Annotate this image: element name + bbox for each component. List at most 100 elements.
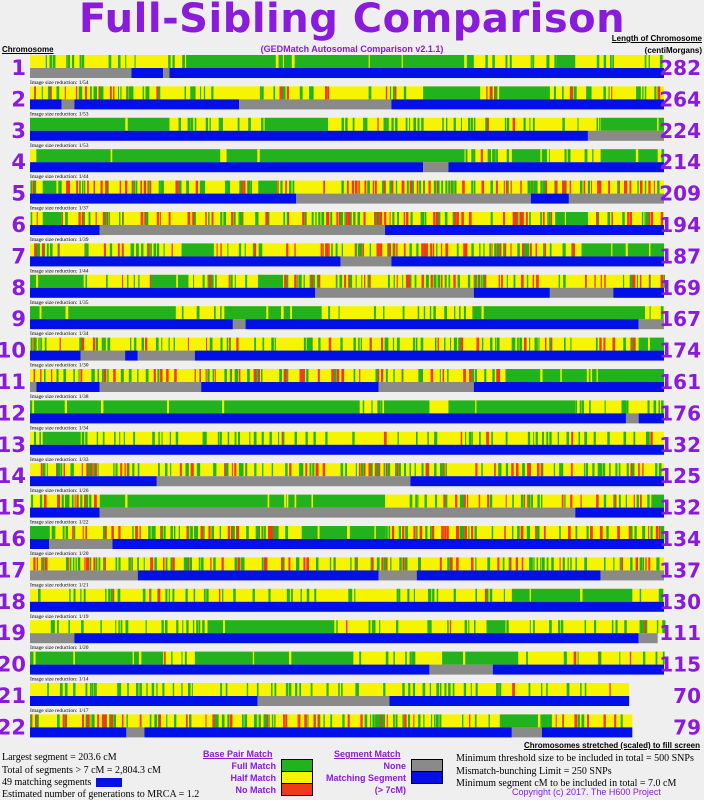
match-stripe <box>193 274 195 288</box>
match-stripe <box>639 180 643 194</box>
match-stripe <box>294 274 297 288</box>
match-stripe <box>540 212 542 225</box>
match-stripe <box>583 463 586 477</box>
match-stripe <box>261 526 264 539</box>
match-stripe <box>33 557 36 571</box>
match-stripe <box>511 337 515 351</box>
image-size-reduction-label: Image size reduction: 1/26 <box>30 488 89 494</box>
match-stripe <box>622 212 625 225</box>
match-stripe <box>96 337 99 351</box>
length-label-line2: (centiMorgans) <box>644 46 702 55</box>
match-stripe <box>417 494 419 508</box>
match-stripe <box>462 651 466 665</box>
match-stripe <box>550 337 553 351</box>
match-stripe <box>315 463 318 477</box>
match-stripe <box>530 180 533 194</box>
chromosome-length-cm: 134 <box>659 527 701 551</box>
match-stripe <box>570 557 572 571</box>
match-stripe <box>480 149 483 163</box>
match-stripe <box>549 620 552 634</box>
match-stripe <box>267 212 270 225</box>
full-match-block <box>385 400 430 414</box>
match-stripe <box>153 526 156 539</box>
match-stripe <box>550 212 553 225</box>
match-stripe <box>609 55 612 68</box>
matching-segment-bar <box>112 539 665 549</box>
match-stripe <box>393 714 395 728</box>
match-stripe <box>389 180 392 194</box>
no-segment-bar <box>126 727 145 738</box>
match-stripe <box>560 463 564 477</box>
match-stripe <box>462 494 464 508</box>
match-stripe <box>37 588 41 602</box>
match-stripe <box>219 431 222 445</box>
match-stripe <box>630 526 633 539</box>
full-match-block <box>638 337 664 351</box>
match-stripe <box>525 212 528 225</box>
match-stripe <box>461 212 464 225</box>
match-stripe <box>398 337 400 351</box>
match-stripe <box>170 526 173 539</box>
match-stripe <box>153 243 157 257</box>
match-stripe <box>90 86 92 100</box>
full-match-block <box>581 243 664 257</box>
match-stripe <box>644 180 647 194</box>
match-stripe <box>135 526 138 539</box>
match-stripe <box>462 714 464 728</box>
base-pair-strip <box>30 557 664 571</box>
match-stripe <box>580 588 583 602</box>
match-stripe <box>416 526 418 539</box>
match-stripe <box>402 526 405 539</box>
match-stripe <box>429 620 432 634</box>
match-stripe <box>490 337 493 351</box>
match-stripe <box>396 620 399 634</box>
matching-segment-bar <box>416 570 601 581</box>
base-pair-strip <box>30 274 664 288</box>
match-stripe <box>57 243 59 257</box>
match-stripe <box>306 557 309 571</box>
match-stripe <box>345 620 348 634</box>
match-stripe <box>659 55 663 68</box>
match-stripe <box>609 463 611 477</box>
match-stripe <box>285 714 288 728</box>
match-stripe <box>596 369 598 382</box>
match-stripe <box>292 180 295 194</box>
match-stripe <box>129 337 132 351</box>
match-stripe <box>510 243 512 257</box>
match-stripe <box>562 243 565 257</box>
match-stripe <box>279 86 283 100</box>
image-size-reduction-label: Image size reduction: 1/37 <box>30 206 89 212</box>
copyright: Copyright (c) 2017. The H600 Project <box>512 787 661 797</box>
match-stripe <box>268 588 271 602</box>
match-stripe <box>463 494 466 508</box>
match-stripe <box>505 55 508 68</box>
match-stripe <box>249 431 251 445</box>
no-segment-bar <box>378 570 417 581</box>
match-stripe <box>130 243 132 257</box>
match-stripe <box>341 369 345 382</box>
match-stripe <box>463 369 466 382</box>
match-stripe <box>413 526 416 539</box>
match-stripe <box>226 337 229 351</box>
match-stripe <box>447 620 449 634</box>
match-stripe <box>471 180 474 194</box>
match-stripe <box>604 274 606 288</box>
match-stripe <box>234 274 236 288</box>
match-stripe <box>308 337 312 351</box>
match-stripe <box>647 337 650 351</box>
match-stripe <box>105 274 108 288</box>
match-stripe <box>145 212 149 225</box>
match-stripe <box>186 620 189 634</box>
match-stripe <box>52 55 56 68</box>
match-stripe <box>425 494 427 508</box>
no-segment-bar <box>625 413 639 424</box>
match-stripe <box>32 180 35 194</box>
match-stripe <box>657 117 659 131</box>
match-stripe <box>430 714 433 728</box>
full-match-block <box>30 526 56 539</box>
match-stripe <box>599 117 601 131</box>
match-stripe <box>417 557 421 571</box>
match-stripe <box>618 180 620 194</box>
match-stripe <box>611 86 613 100</box>
match-stripe <box>197 306 200 320</box>
